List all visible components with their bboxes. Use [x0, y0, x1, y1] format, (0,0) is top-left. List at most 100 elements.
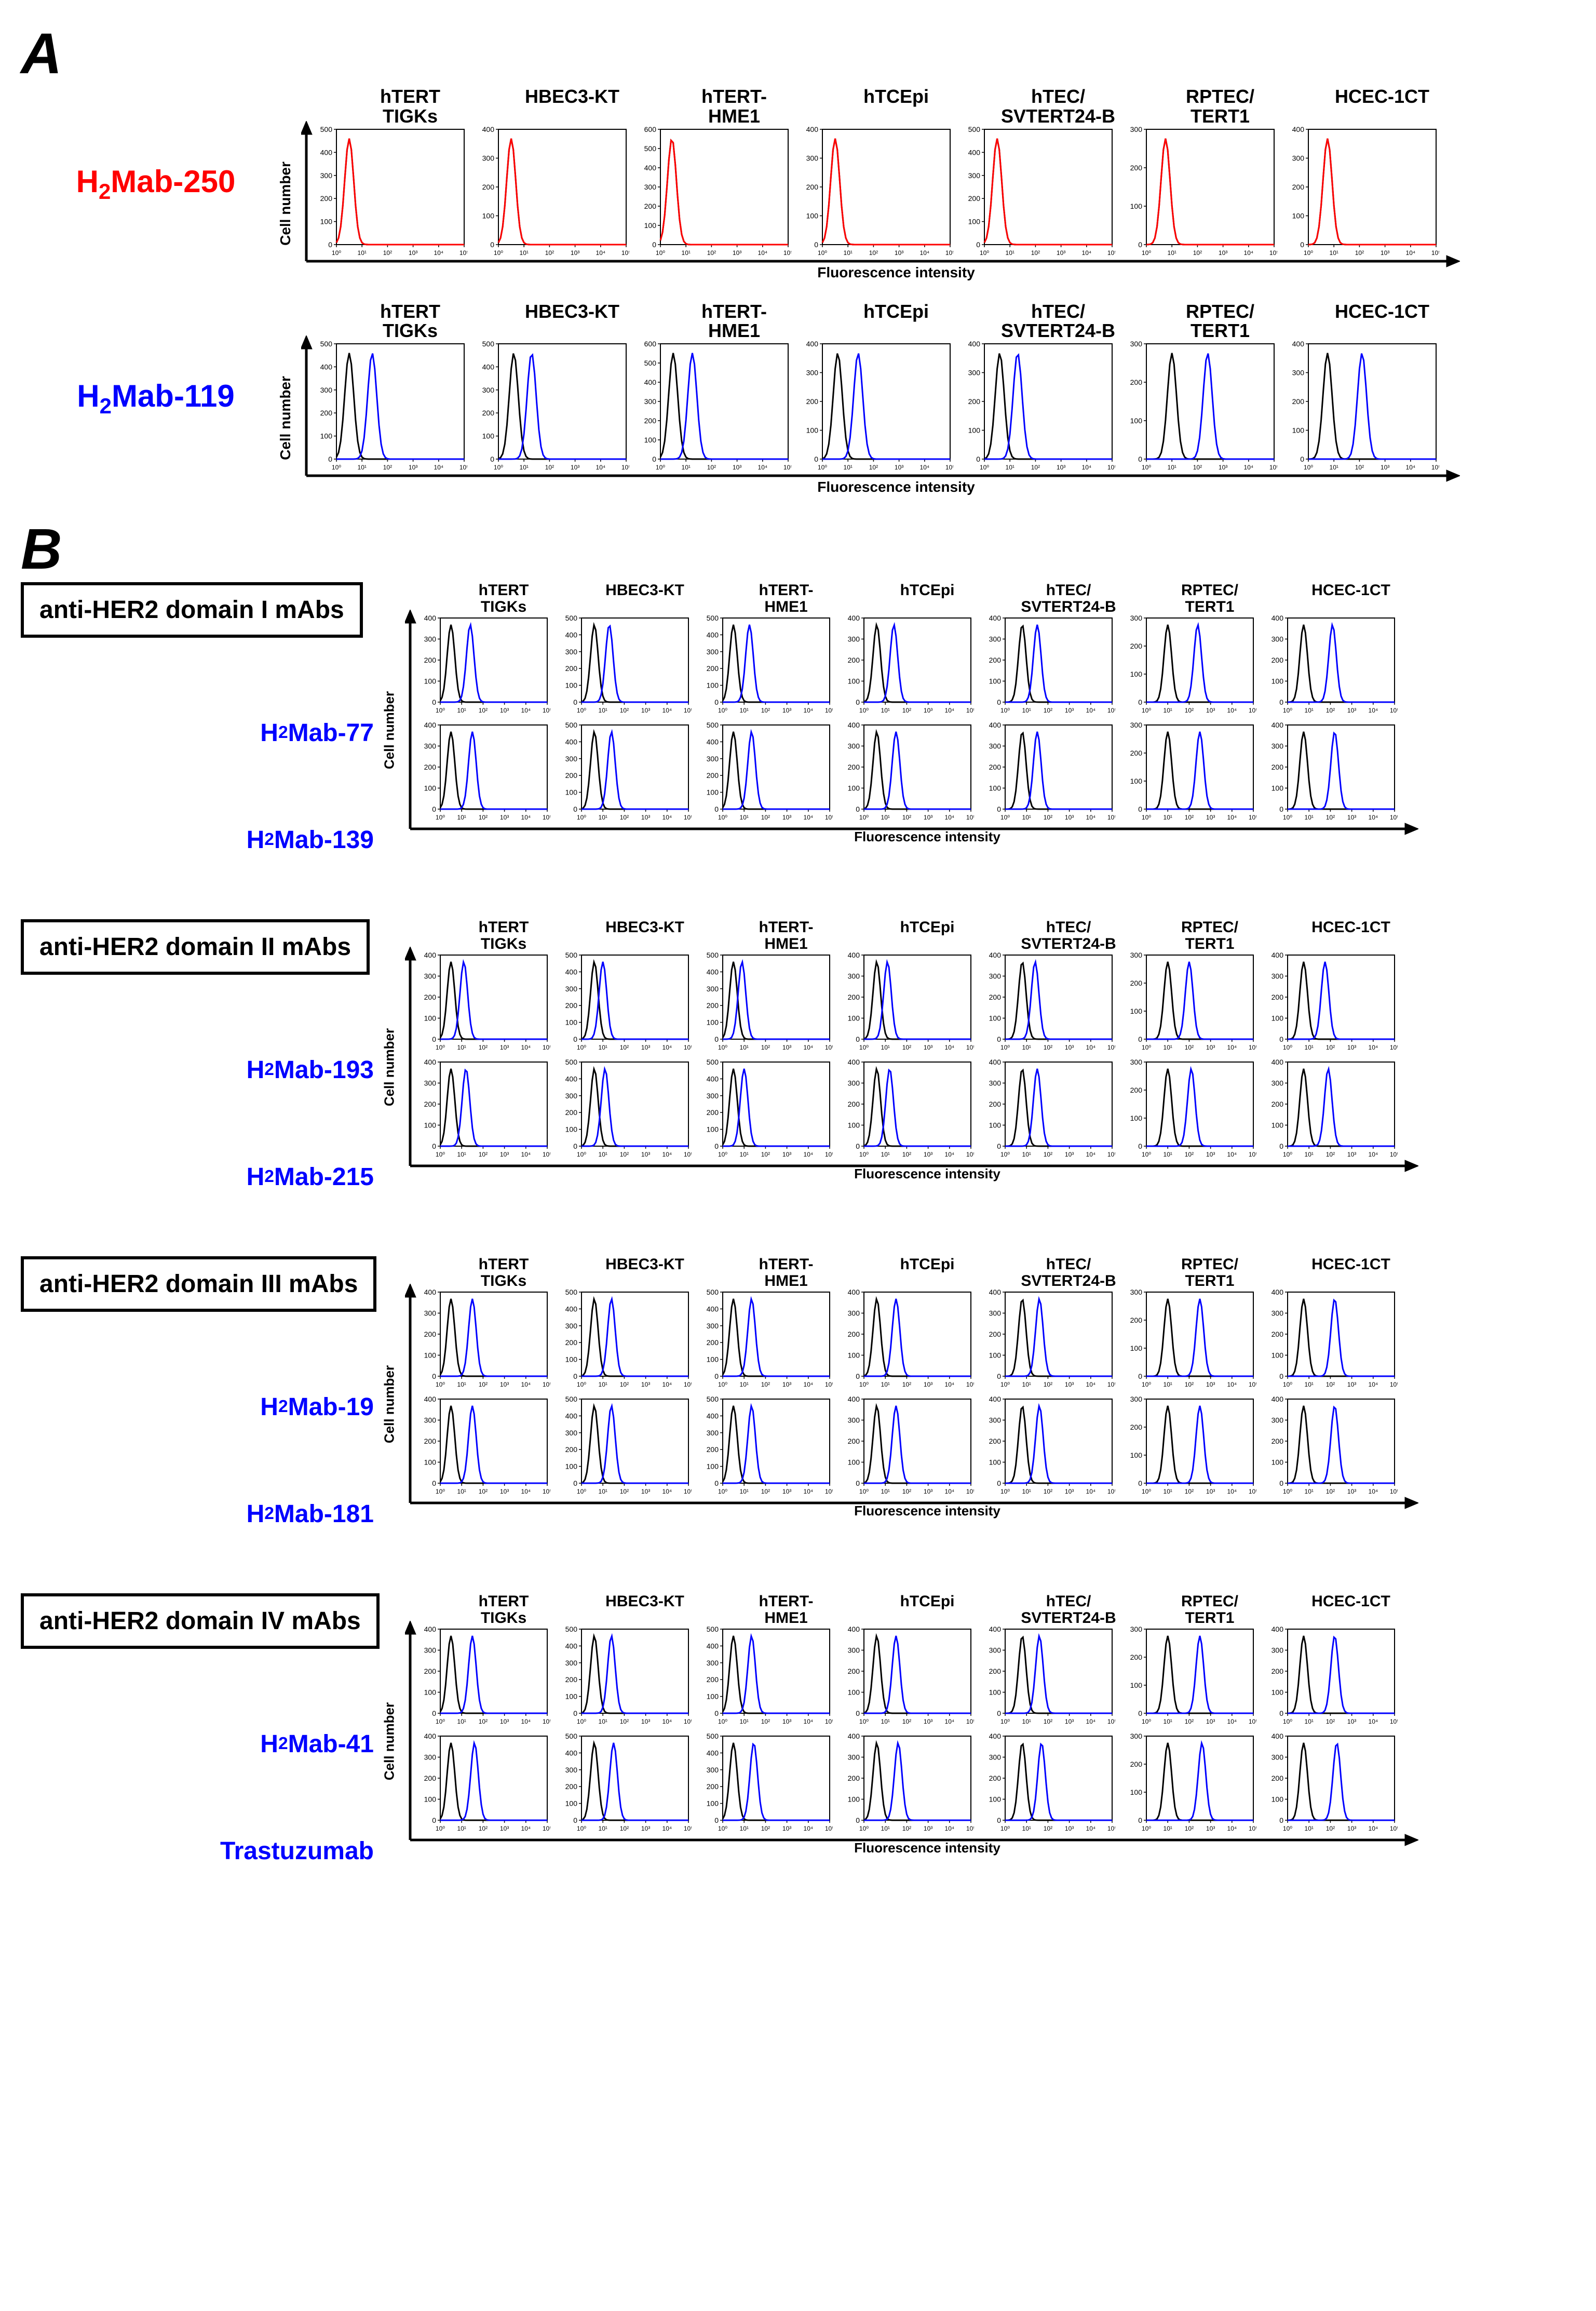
svg-text:0: 0	[652, 455, 656, 463]
svg-text:100: 100	[989, 1014, 1002, 1023]
svg-text:10⁴: 10⁴	[945, 1825, 955, 1832]
svg-text:10¹: 10¹	[682, 249, 691, 257]
flow-histogram: 0100200300400500 10⁰10¹10²10³10⁴10⁵	[557, 1733, 692, 1837]
svg-text:300: 300	[320, 171, 333, 179]
svg-text:400: 400	[848, 1289, 860, 1296]
svg-text:10⁵: 10⁵	[1390, 707, 1398, 714]
svg-text:200: 200	[968, 194, 981, 203]
flow-histogram: 0100200300400 10⁰10¹10²10³10⁴10⁵	[839, 615, 974, 719]
svg-text:10³: 10³	[641, 814, 650, 821]
cell-line-header: hTERTTIGKs	[332, 87, 488, 126]
svg-text:200: 200	[707, 1338, 719, 1347]
cell-line-header: HCEC-1CT	[1304, 87, 1460, 126]
svg-text:10²: 10²	[479, 1718, 488, 1725]
svg-text:0: 0	[856, 698, 860, 706]
svg-text:200: 200	[1130, 1316, 1143, 1324]
svg-text:0: 0	[432, 1479, 436, 1487]
antibody-label: H2Mab-19	[21, 1353, 395, 1460]
svg-text:0: 0	[432, 1142, 436, 1150]
svg-text:400: 400	[565, 631, 578, 639]
cell-line-header: hTERT-HME1	[719, 919, 854, 952]
svg-text:10⁰: 10⁰	[436, 1044, 445, 1051]
svg-text:10³: 10³	[1206, 1381, 1215, 1388]
svg-text:100: 100	[1272, 1795, 1284, 1804]
svg-text:10⁰: 10⁰	[718, 1718, 727, 1725]
svg-text:400: 400	[989, 1396, 1002, 1403]
svg-text:10²: 10²	[1044, 814, 1052, 821]
cell-line-header: hTEC/SVTERT24-B	[980, 302, 1136, 341]
svg-text:10²: 10²	[902, 1488, 911, 1495]
svg-text:200: 200	[320, 409, 333, 417]
svg-text:10⁰: 10⁰	[718, 707, 727, 714]
svg-text:10²: 10²	[761, 1381, 770, 1388]
svg-text:100: 100	[424, 1351, 437, 1360]
svg-text:300: 300	[806, 154, 819, 162]
flow-histogram: 0100200300400500 10⁰10¹10²10³10⁴10⁵	[698, 615, 833, 719]
svg-text:400: 400	[1272, 1626, 1284, 1633]
svg-text:100: 100	[989, 1351, 1002, 1360]
plot-block: hTERTTIGKsHBEC3-KThTERT-HME1hTCEpihTEC/S…	[395, 582, 1418, 845]
svg-text:100: 100	[848, 677, 860, 686]
svg-text:0: 0	[328, 240, 332, 249]
cell-line-header: hTCEpi	[860, 582, 995, 615]
svg-text:10⁵: 10⁵	[621, 249, 629, 257]
svg-text:200: 200	[1130, 1423, 1143, 1431]
svg-text:300: 300	[1130, 1626, 1143, 1633]
cell-line-header: HBEC3-KT	[494, 302, 650, 341]
flow-histogram: 0100200300 10⁰10¹10²10³10⁴10⁵	[1121, 1626, 1256, 1730]
svg-text:500: 500	[707, 722, 719, 729]
svg-text:10⁴: 10⁴	[662, 1488, 672, 1495]
svg-text:300: 300	[1130, 1289, 1143, 1296]
svg-text:10⁴: 10⁴	[804, 1488, 814, 1495]
svg-text:10³: 10³	[782, 1044, 791, 1051]
svg-text:10¹: 10¹	[1022, 1381, 1031, 1388]
flow-histogram: 0100200300400 10⁰10¹10²10³10⁴10⁵	[1263, 615, 1398, 719]
svg-text:0: 0	[714, 1709, 719, 1717]
svg-text:10⁰: 10⁰	[1000, 814, 1010, 821]
svg-text:400: 400	[707, 968, 719, 976]
svg-text:300: 300	[848, 1646, 860, 1655]
cell-line-header: hTEC/SVTERT24-B	[1001, 919, 1136, 952]
cell-line-header: hTERT-HME1	[719, 582, 854, 615]
svg-text:10³: 10³	[1347, 1488, 1356, 1495]
svg-text:10²: 10²	[902, 1044, 911, 1051]
svg-text:10²: 10²	[1031, 249, 1040, 257]
svg-text:10³: 10³	[733, 464, 741, 471]
flow-histogram: 0100200300400500600 10⁰10¹10²10³10⁴10⁵	[635, 341, 791, 476]
svg-text:400: 400	[707, 1749, 719, 1757]
svg-text:10⁵: 10⁵	[1249, 1381, 1256, 1388]
svg-text:10²: 10²	[1044, 1718, 1052, 1725]
svg-text:500: 500	[482, 341, 495, 348]
svg-text:10¹: 10¹	[599, 1381, 607, 1388]
svg-text:10⁰: 10⁰	[436, 1718, 445, 1725]
svg-text:10⁰: 10⁰	[859, 1381, 869, 1388]
svg-text:10⁴: 10⁴	[1369, 1044, 1378, 1051]
svg-text:0: 0	[1138, 455, 1142, 463]
svg-text:10⁵: 10⁵	[1107, 1151, 1115, 1158]
svg-text:100: 100	[424, 1458, 437, 1467]
svg-text:10⁰: 10⁰	[436, 1151, 445, 1158]
flow-histogram: 0100200300400 10⁰10¹10²10³10⁴10⁵	[1263, 1626, 1398, 1730]
svg-text:300: 300	[482, 386, 495, 394]
flow-histogram: 0100200300400 10⁰10¹10²10³10⁴10⁵	[1263, 722, 1398, 826]
svg-text:10⁵: 10⁵	[825, 707, 833, 714]
flow-histogram: 0100200300 10⁰10¹10²10³10⁴10⁵	[1121, 1396, 1256, 1500]
svg-text:200: 200	[424, 1774, 437, 1782]
flow-histogram: 0100200300400 10⁰10¹10²10³10⁴10⁵	[415, 722, 550, 826]
svg-text:100: 100	[1130, 1451, 1143, 1459]
svg-text:500: 500	[565, 1059, 578, 1066]
svg-text:0: 0	[997, 698, 1001, 706]
svg-text:10³: 10³	[1347, 1151, 1356, 1158]
svg-text:100: 100	[1272, 784, 1284, 792]
svg-text:200: 200	[565, 1001, 578, 1010]
svg-text:200: 200	[1130, 749, 1143, 757]
svg-text:200: 200	[424, 1330, 437, 1338]
svg-text:300: 300	[424, 742, 437, 750]
svg-text:300: 300	[848, 635, 860, 643]
flow-histogram: 0100200300400 10⁰10¹10²10³10⁴10⁵	[415, 1396, 550, 1500]
svg-text:500: 500	[707, 1733, 719, 1740]
svg-text:10⁴: 10⁴	[804, 1151, 814, 1158]
flow-histogram: 0100200300400 10⁰10¹10²10³10⁴10⁵	[415, 952, 550, 1056]
svg-text:10⁴: 10⁴	[945, 814, 955, 821]
section-a-row: H2Mab-250 hTERTTIGKsHBEC3-KThTERT-HME1hT…	[21, 87, 1575, 281]
